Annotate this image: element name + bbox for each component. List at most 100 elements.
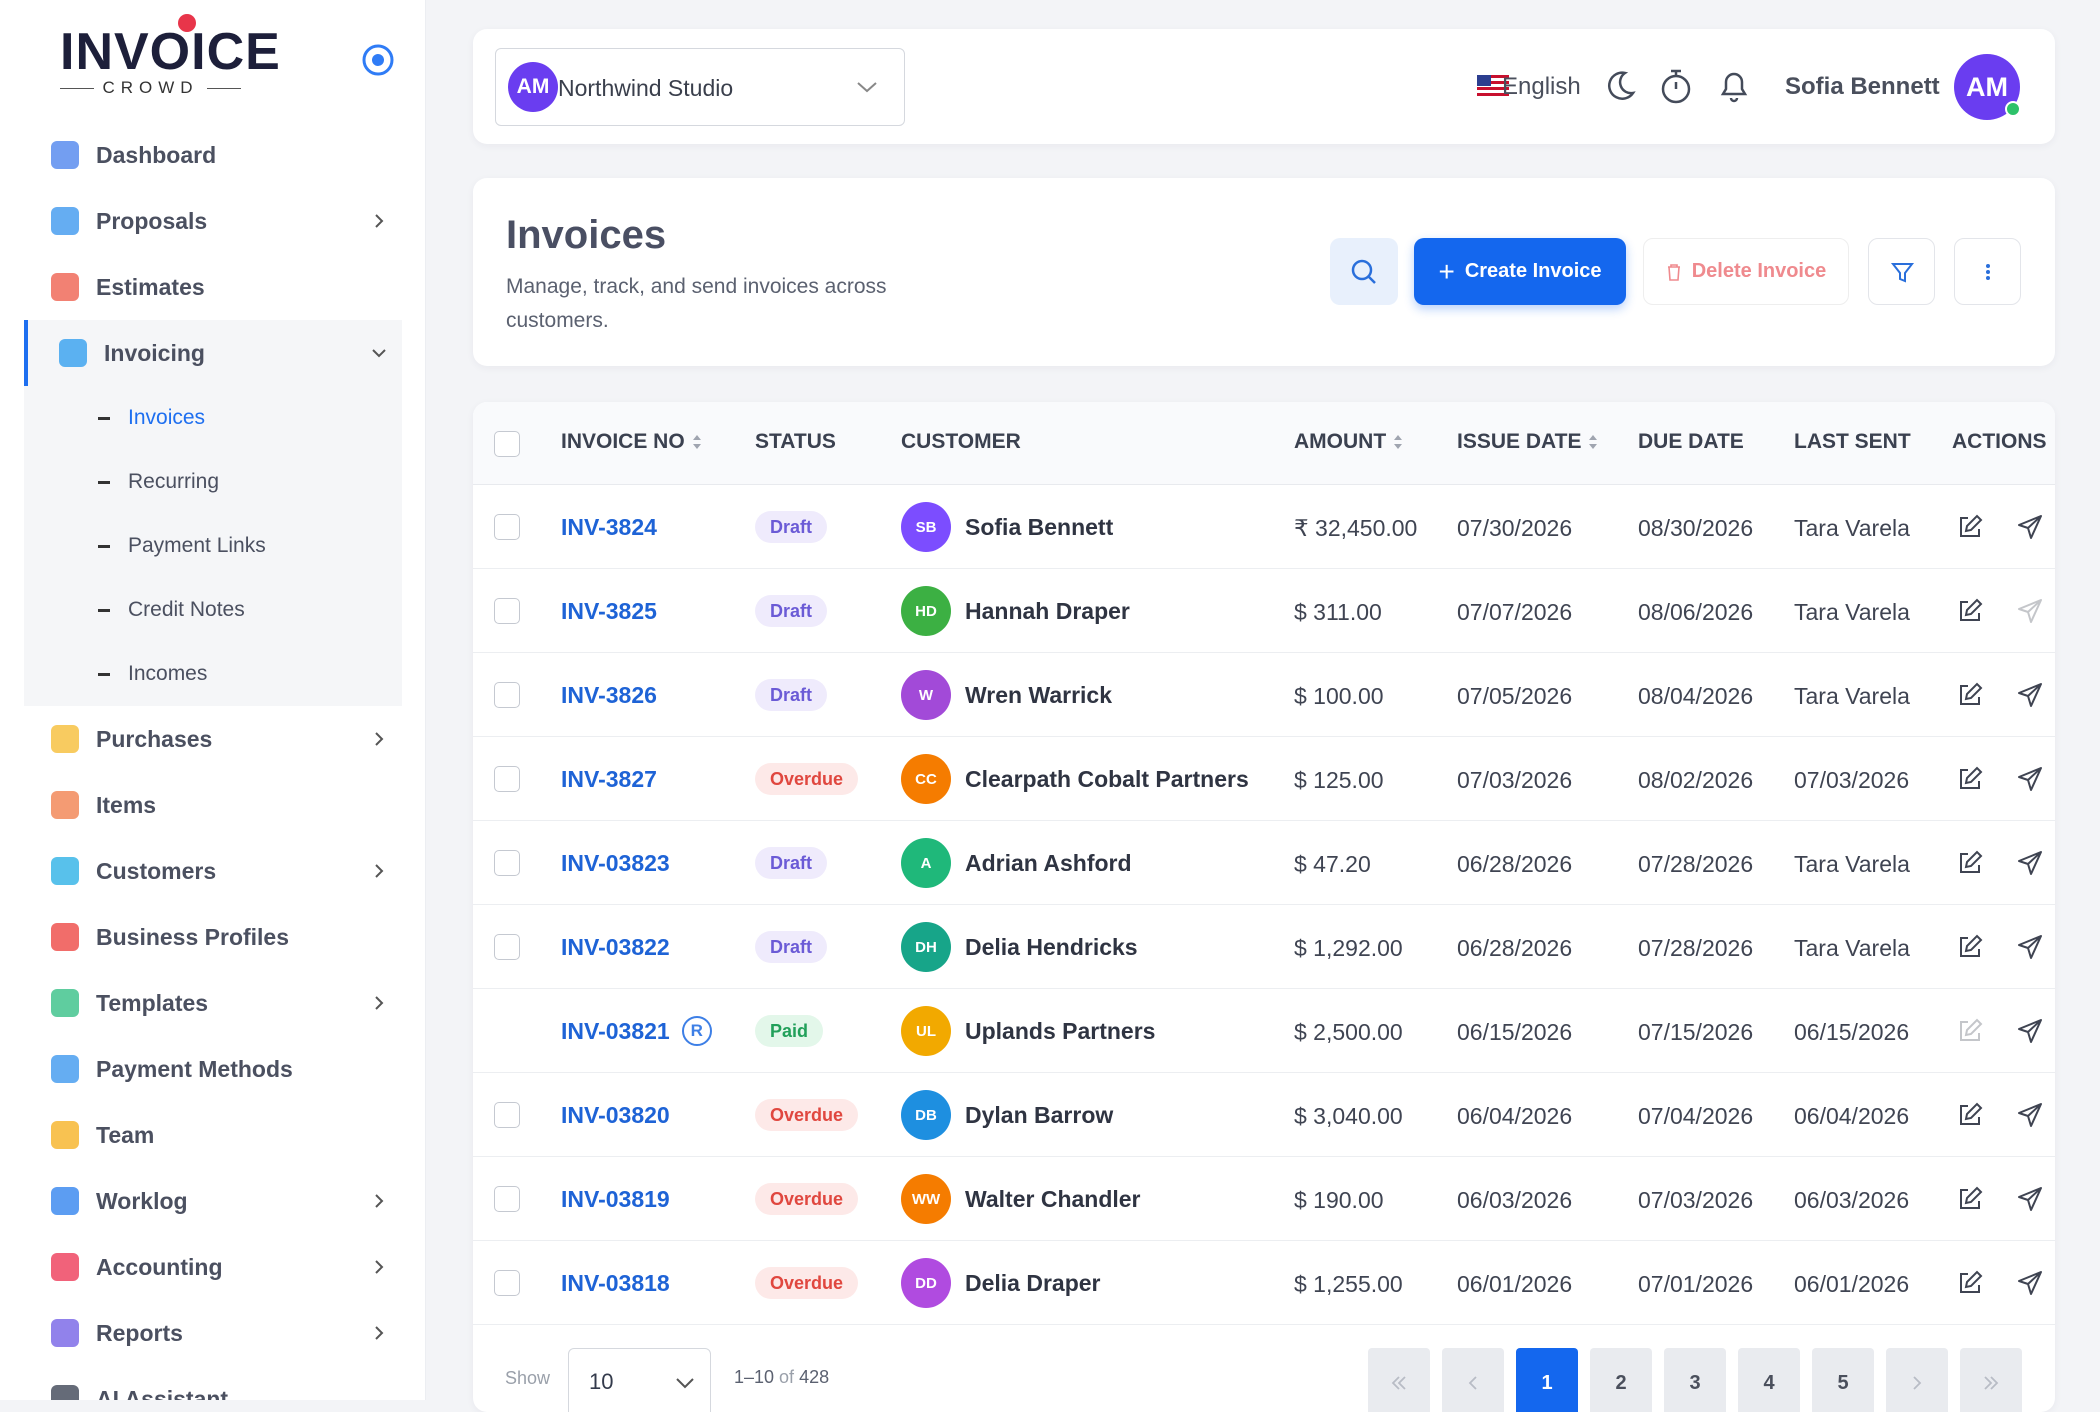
row-checkbox[interactable] <box>494 1102 520 1128</box>
menu-item[interactable]: Team <box>24 1102 402 1168</box>
send-action[interactable] <box>2017 934 2043 960</box>
first-page[interactable] <box>1368 1348 1430 1412</box>
timer[interactable] <box>1659 67 1693 105</box>
menu-item[interactable]: Business Profiles <box>24 904 402 970</box>
issue-date: 06/01/2026 <box>1457 1271 1573 1297</box>
edit-action[interactable] <box>1957 1186 1983 1212</box>
row-checkbox[interactable] <box>494 766 520 792</box>
submenu-item[interactable]: Recurring <box>24 450 402 514</box>
send-action[interactable] <box>2017 766 2043 792</box>
menu-item[interactable]: Reports <box>24 1300 402 1366</box>
menu-item[interactable]: Purchases <box>24 706 402 772</box>
invoice-link[interactable]: INV-03821 <box>561 1017 670 1044</box>
edit-action[interactable] <box>1957 850 1983 876</box>
submenu-item[interactable]: Credit Notes <box>24 578 402 642</box>
column-header[interactable]: INVOICE NO <box>561 430 703 454</box>
last-page[interactable] <box>1960 1348 2022 1412</box>
menu-item[interactable]: Proposals <box>24 188 402 254</box>
invoice-link[interactable]: INV-03819 <box>561 1185 670 1212</box>
last-sent: 06/04/2026 <box>1794 1103 1910 1129</box>
amount: $ 100.00 <box>1294 683 1384 709</box>
send-action[interactable] <box>2017 850 2043 876</box>
send-action[interactable] <box>2017 1270 2043 1296</box>
column-header[interactable]: ISSUE DATE <box>1457 430 1599 454</box>
menu-item[interactable]: Payment Methods <box>24 1036 402 1102</box>
menu-item[interactable]: Items <box>24 772 402 838</box>
menu-icon <box>51 857 79 885</box>
user-name[interactable]: Sofia Bennett <box>1785 73 1940 100</box>
invoice-link[interactable]: INV-03822 <box>561 933 670 960</box>
menu-item[interactable]: Customers <box>24 838 402 904</box>
column-header: CUSTOMER <box>901 430 1021 454</box>
edit-action[interactable] <box>1957 1270 1983 1296</box>
sidebar: INVOICE CROWD Dashboard Proposals Estimate… <box>0 0 426 1400</box>
menu-item[interactable]: Templates <box>24 970 402 1036</box>
page-arrow <box>1391 1376 1406 1390</box>
invoice-link[interactable]: INV-03818 <box>561 1269 670 1296</box>
row-checkbox[interactable] <box>494 598 520 624</box>
submenu-item[interactable]: Incomes <box>24 642 402 706</box>
page-button[interactable]: 4 <box>1738 1348 1800 1412</box>
send-action[interactable] <box>2017 1102 2043 1128</box>
page-button[interactable]: 3 <box>1664 1348 1726 1412</box>
row-checkbox[interactable] <box>494 934 520 960</box>
row-checkbox[interactable] <box>494 682 520 708</box>
page-size-select[interactable]: 10 <box>568 1348 711 1412</box>
send-action[interactable] <box>2017 1018 2043 1044</box>
more-button[interactable] <box>1954 238 2021 305</box>
next-page[interactable] <box>1886 1348 1948 1412</box>
submenu-item[interactable]: Invoices <box>24 386 402 450</box>
invoice-table: INVOICE NO STATUS CUSTOMER AMOUNT ISSUE DATE… <box>473 402 2055 1412</box>
status-badge: Draft <box>755 679 828 711</box>
invoice-link[interactable]: INV-3827 <box>561 765 657 792</box>
menu-item[interactable]: Invoicing <box>24 320 402 386</box>
menu-item[interactable]: Worklog <box>24 1168 402 1234</box>
delete-invoice-button[interactable]: Delete Invoice <box>1643 238 1849 305</box>
invoice-link[interactable]: INV-3824 <box>561 513 657 540</box>
row-checkbox[interactable] <box>494 1270 520 1296</box>
language[interactable]: English <box>1502 73 1581 100</box>
page-header: Invoices Manage, track, and send invoice… <box>473 178 2055 366</box>
due-date: 07/15/2026 <box>1638 1019 1754 1045</box>
invoice-link[interactable]: INV-3826 <box>561 681 657 708</box>
row-checkbox[interactable] <box>494 850 520 876</box>
send-action[interactable] <box>2017 514 2043 540</box>
theme-toggle[interactable] <box>1603 69 1637 103</box>
page-button[interactable]: 5 <box>1812 1348 1874 1412</box>
edit-action[interactable] <box>1957 766 1983 792</box>
workspace-select[interactable]: AM Northwind Studio <box>495 48 905 126</box>
invoice-link[interactable]: INV-03823 <box>561 849 670 876</box>
show-label: Show <box>505 1368 551 1388</box>
page-button[interactable]: 2 <box>1590 1348 1652 1412</box>
filter-button[interactable] <box>1868 238 1935 305</box>
edit-action[interactable] <box>1957 514 1983 540</box>
search-button[interactable] <box>1330 238 1398 305</box>
send-action[interactable] <box>2017 1186 2043 1212</box>
menu-item[interactable]: AI Assistant <box>24 1366 402 1400</box>
send-action[interactable] <box>2017 682 2043 708</box>
invoice-cell: INV-3825 <box>561 569 657 653</box>
submenu-item[interactable]: Payment Links <box>24 514 402 578</box>
edit-action[interactable] <box>1957 682 1983 708</box>
invoice-link[interactable]: INV-03820 <box>561 1101 670 1128</box>
column-header[interactable]: AMOUNT <box>1294 430 1404 454</box>
customer-avatar: A <box>901 838 951 888</box>
prev-page[interactable] <box>1442 1348 1504 1412</box>
edit-action[interactable] <box>1957 934 1983 960</box>
page-button[interactable]: 1 <box>1516 1348 1578 1412</box>
menu-icon <box>51 273 79 301</box>
select-all-checkbox[interactable] <box>494 431 520 457</box>
row-checkbox[interactable] <box>494 1186 520 1212</box>
menu-item[interactable]: Accounting <box>24 1234 402 1300</box>
edit-action[interactable] <box>1957 598 1983 624</box>
column-header: ACTIONS <box>1952 430 2047 454</box>
notifications[interactable] <box>1717 67 1751 105</box>
create-invoice-button[interactable]: + Create Invoice <box>1414 238 1626 305</box>
edit-action[interactable] <box>1957 1102 1983 1128</box>
menu-item[interactable]: Dashboard <box>24 122 402 188</box>
sidebar-toggle[interactable] <box>360 42 396 78</box>
menu-item[interactable]: Estimates <box>24 254 402 320</box>
invoice-link[interactable]: INV-3825 <box>561 597 657 624</box>
last-sent: Tara Varela <box>1794 599 1910 625</box>
row-checkbox[interactable] <box>494 514 520 540</box>
